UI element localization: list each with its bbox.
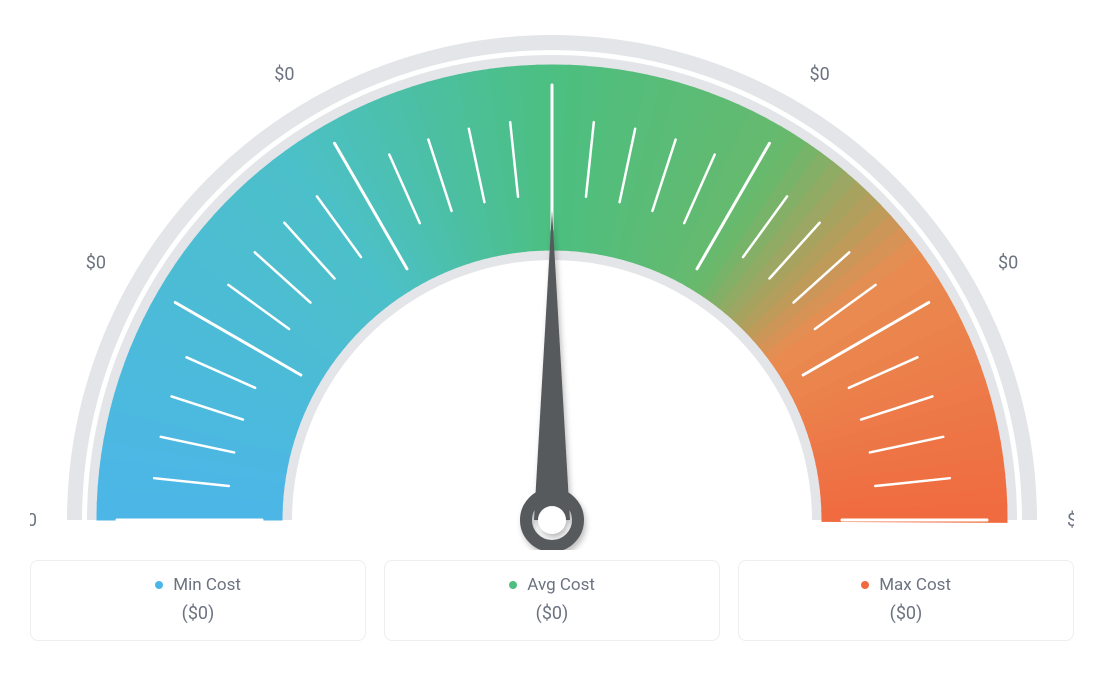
gauge-tick-label: $0 xyxy=(810,64,830,85)
legend-dot-min xyxy=(155,581,163,589)
legend-label-text-min: Min Cost xyxy=(173,575,241,595)
gauge-tick-label: $0 xyxy=(30,510,37,531)
legend-card-min: Min Cost ($0) xyxy=(30,560,366,641)
gauge-tick-label: $0 xyxy=(274,64,294,85)
legend-row: Min Cost ($0) Avg Cost ($0) Max Cost ($0… xyxy=(30,560,1074,641)
legend-value-max: ($0) xyxy=(749,603,1063,624)
legend-label-min: Min Cost xyxy=(41,575,355,595)
gauge-tick-label: $0 xyxy=(998,253,1018,274)
legend-value-avg: ($0) xyxy=(395,603,709,624)
legend-dot-avg xyxy=(509,581,517,589)
legend-label-text-max: Max Cost xyxy=(879,575,951,595)
legend-dot-max xyxy=(861,581,869,589)
gauge-tick-label: $0 xyxy=(1067,510,1074,531)
gauge-svg: $0$0$0$0$0$0$0 xyxy=(30,30,1074,550)
legend-label-text-avg: Avg Cost xyxy=(527,575,595,595)
legend-card-max: Max Cost ($0) xyxy=(738,560,1074,641)
legend-card-avg: Avg Cost ($0) xyxy=(384,560,720,641)
gauge-tick-label: $0 xyxy=(86,253,106,274)
legend-label-max: Max Cost xyxy=(749,575,1063,595)
legend-label-avg: Avg Cost xyxy=(395,575,709,595)
legend-value-min: ($0) xyxy=(41,603,355,624)
cost-gauge: $0$0$0$0$0$0$0 xyxy=(30,30,1074,550)
